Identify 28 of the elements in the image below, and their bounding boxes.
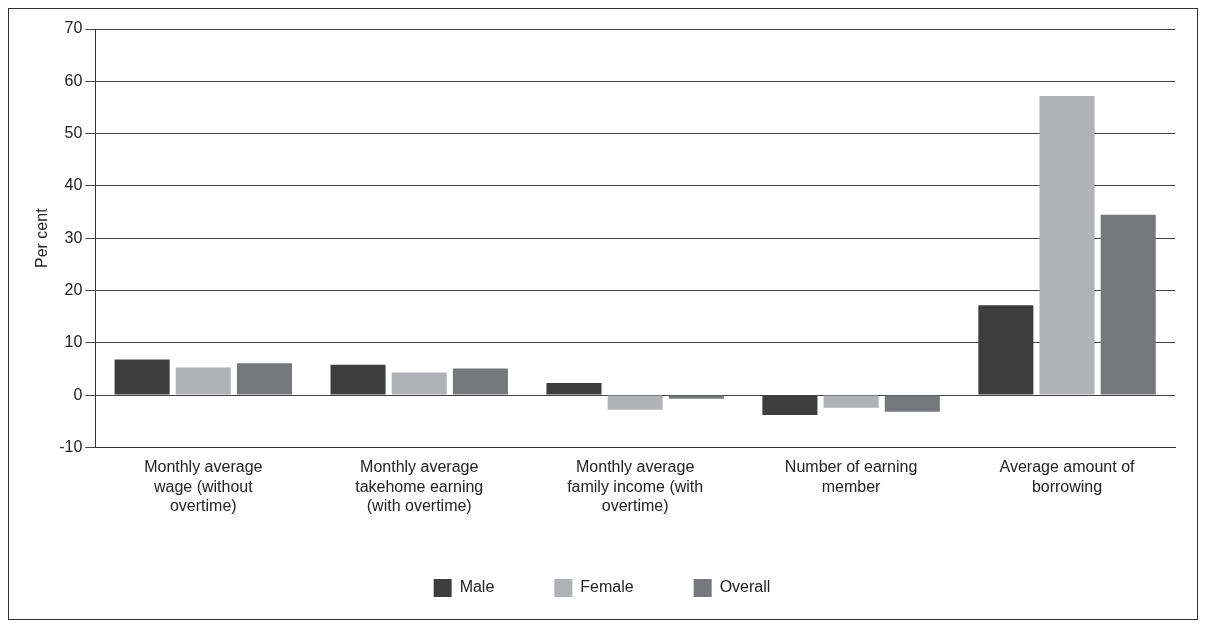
bar — [668, 395, 724, 399]
y-tick-label: 50 — [64, 124, 83, 142]
y-tick-label: 30 — [64, 228, 83, 246]
x-tick-label: Monthly average family income (with overtime) — [567, 458, 704, 514]
x-tick-label: Monthly average wage (without overtime) — [144, 458, 263, 514]
bar — [1039, 95, 1095, 395]
legend-label: Female — [580, 578, 634, 596]
y-tick-label: 70 — [64, 19, 83, 37]
legend-label: Overall — [719, 578, 771, 596]
bar — [607, 395, 663, 410]
y-axis-title: Per cent — [33, 207, 51, 268]
y-tick-label: 10 — [64, 333, 83, 351]
x-tick-label: Number of earning member — [784, 458, 918, 495]
y-tick-label: -10 — [59, 437, 83, 455]
x-tick-label: Average amount of borrowing — [999, 458, 1136, 495]
bar — [236, 363, 293, 395]
bar — [452, 368, 508, 395]
bar — [391, 372, 447, 395]
y-tick-label: 40 — [64, 176, 83, 194]
y-tick-label: 20 — [64, 280, 83, 298]
bar — [1100, 214, 1156, 395]
bar — [823, 395, 879, 408]
x-tick-label: Monthly average takehome earning (with overtime) — [355, 458, 484, 514]
bar — [884, 395, 940, 412]
y-tick-label: 60 — [64, 71, 83, 89]
legend-label: Male — [459, 578, 495, 596]
y-tick-label: 0 — [73, 385, 83, 403]
bar — [175, 367, 231, 395]
